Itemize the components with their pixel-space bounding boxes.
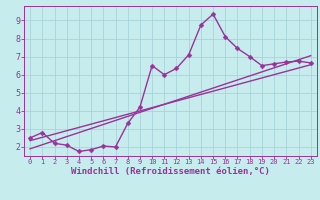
X-axis label: Windchill (Refroidissement éolien,°C): Windchill (Refroidissement éolien,°C) xyxy=(71,167,270,176)
